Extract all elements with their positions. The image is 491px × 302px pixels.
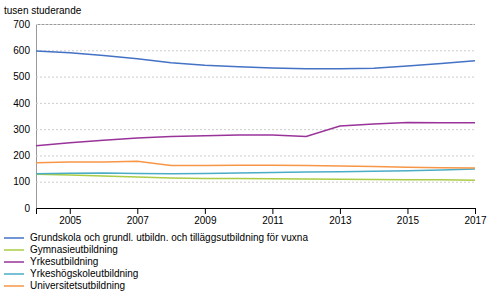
x-tick-label: 2017 xyxy=(464,215,487,226)
grid-line xyxy=(36,103,475,104)
line xyxy=(36,169,475,174)
chart: 0100200300400500600700200520072009201120… xyxy=(0,0,491,302)
y-tick: 500 xyxy=(13,71,475,82)
grid-line xyxy=(36,155,475,156)
grid-line xyxy=(36,24,475,25)
x-tick: 2007 xyxy=(127,208,150,226)
y-tick: 300 xyxy=(13,124,475,135)
x-tick: 2005 xyxy=(59,208,82,226)
y-tick-label: 500 xyxy=(13,71,30,82)
legend-item: Gymnasieutbildning xyxy=(4,244,118,255)
lines xyxy=(36,51,475,180)
x-tick-label: 2015 xyxy=(397,215,420,226)
y-tick: 700 xyxy=(13,19,475,30)
x-axis-line xyxy=(37,209,476,215)
tick-mark xyxy=(70,208,71,214)
legend-label: Universitetsutbildning xyxy=(30,280,125,291)
y-tick-label: 700 xyxy=(13,19,30,30)
grid-line xyxy=(36,77,475,78)
tick-mark xyxy=(205,208,206,214)
legend-label: Yrkeshögskoleutbildning xyxy=(30,268,138,279)
legend-label: Gymnasieutbildning xyxy=(30,244,118,255)
y-tick-label: 400 xyxy=(13,98,30,109)
y-tick: 200 xyxy=(13,150,475,161)
x-tick: 2015 xyxy=(397,208,420,226)
y-tick: 400 xyxy=(13,98,475,109)
grid-line xyxy=(36,182,475,183)
legend-item: Grundskola och grundl. utbildn. och till… xyxy=(4,232,308,243)
line xyxy=(36,123,475,146)
plot: 0100200300400500600700200520072009201120… xyxy=(13,19,487,226)
y-axis-line xyxy=(37,25,476,209)
y-tick: 0 xyxy=(24,203,475,214)
y-tick-label: 600 xyxy=(13,45,30,56)
legend-item: Yrkesutbildning xyxy=(4,256,98,267)
x-tick: 2017 xyxy=(464,208,487,226)
y-axis: 0 100 200 300 400 500 600 700 xyxy=(13,19,475,214)
tick-mark xyxy=(407,208,408,214)
tick-mark xyxy=(272,208,273,214)
x-tick-label: 2007 xyxy=(127,215,150,226)
y-label: tusen studerande xyxy=(4,5,82,16)
y-tick-label: 300 xyxy=(13,124,30,135)
y-tick-label: 0 xyxy=(24,203,30,214)
grid-line xyxy=(36,129,475,130)
legend-swatch xyxy=(4,273,24,275)
x-tick: 2013 xyxy=(329,208,352,226)
y-tick-label: 200 xyxy=(13,150,30,161)
legend-item: Universitetsutbildning xyxy=(4,280,125,291)
legend-label: Grundskola och grundl. utbildn. och till… xyxy=(30,232,308,243)
tick-mark xyxy=(340,208,341,214)
line xyxy=(36,174,475,180)
tick-mark xyxy=(475,208,476,214)
x-tick: 2011 xyxy=(262,208,284,226)
tick-mark xyxy=(137,208,138,214)
legend: Grundskola och grundl. utbildn. och till… xyxy=(4,232,308,291)
x-tick-label: 2005 xyxy=(59,215,82,226)
grid-line xyxy=(36,50,475,51)
legend-label: Yrkesutbildning xyxy=(30,256,98,267)
y-tick-label: 100 xyxy=(13,176,30,187)
x-tick-label: 2009 xyxy=(194,215,217,226)
line xyxy=(36,51,475,69)
x-tick: 2009 xyxy=(194,208,217,226)
legend-swatch xyxy=(4,237,24,239)
x-tick-label: 2013 xyxy=(329,215,352,226)
legend-swatch xyxy=(4,285,24,287)
x-tick-label: 2011 xyxy=(262,215,284,226)
legend-swatch xyxy=(4,261,24,263)
line xyxy=(36,161,475,168)
x-axis: 2005 2007 2009 2011 2013 2015 2017 xyxy=(37,208,488,226)
legend-item: Yrkeshögskoleutbildning xyxy=(4,268,138,279)
legend-swatch xyxy=(4,249,24,251)
